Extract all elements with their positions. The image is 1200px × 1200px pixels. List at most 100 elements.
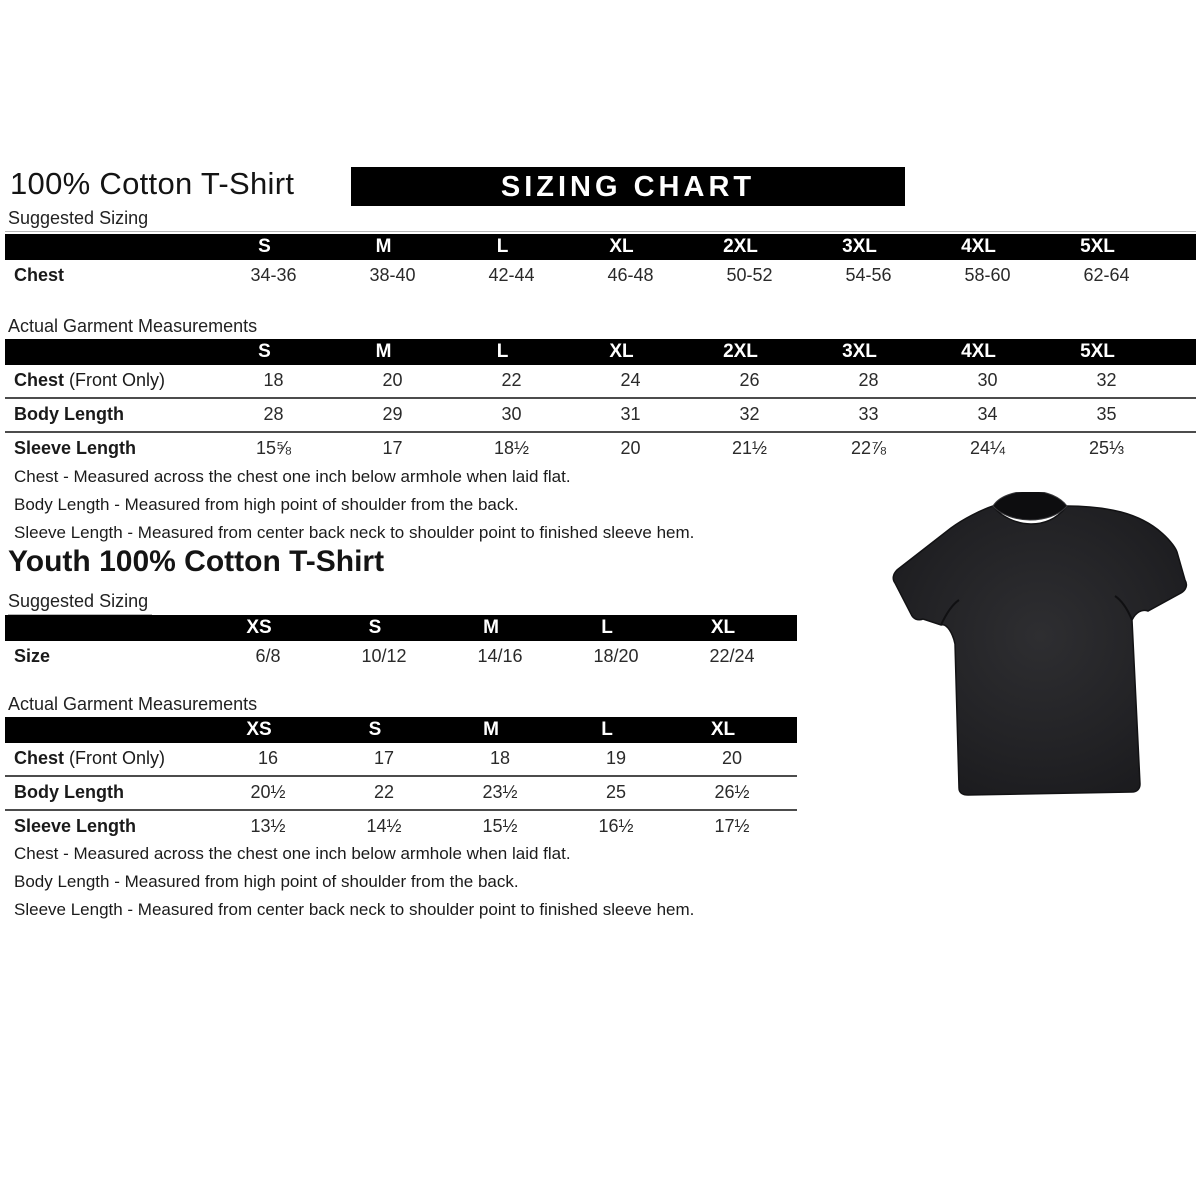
measurement-note: Body Length - Measured from high point o… — [14, 872, 519, 891]
size-column-header: 2XL — [723, 236, 758, 257]
header-label-spacer — [5, 615, 201, 641]
measurement-cell: 16 — [257, 748, 279, 768]
measurement-cell: 21½ — [731, 438, 768, 458]
table-row: Sleeve Length 15⅝ 17 18½ 20 21½ 22⅞ 24¼ 25⅓ — [5, 431, 1196, 465]
row-label: Chest (Front Only) — [14, 748, 166, 768]
size-column-header: 4XL — [961, 341, 996, 362]
table-row: Body Length 20½ 22 23½ 25 26½ — [5, 775, 797, 809]
header-filler — [781, 717, 797, 743]
size-column-header: S — [258, 236, 271, 257]
row-label: Size — [14, 646, 51, 666]
measurement-cell: 23½ — [482, 782, 518, 802]
measurement-cell: 22 — [501, 370, 522, 390]
measurement-note: Body Length - Measured from high point o… — [14, 495, 519, 514]
size-column-header: M — [483, 719, 499, 740]
size-column-header: XS — [246, 719, 272, 740]
youth-measurement-notes: Chest - Measured across the chest one in… — [14, 840, 694, 924]
table-row: Chest (Front Only) 16 17 18 19 20 — [5, 743, 797, 775]
divider-line — [5, 231, 1196, 232]
tshirt-collar — [992, 490, 1068, 521]
measurement-cell: 13½ — [250, 816, 286, 836]
measurement-cell: 15½ — [482, 816, 518, 836]
adult-measurement-notes: Chest - Measured across the chest one in… — [14, 463, 694, 547]
youth-suggested-sizing-label: Suggested Sizing — [8, 591, 153, 615]
row-label: Body Length — [14, 404, 124, 424]
youth-suggested-sizing-table: XS S M L XL Size 6/8 10/12 14/16 18/20 22/24 — [5, 615, 797, 673]
measurement-cell: 34-36 — [250, 265, 297, 285]
size-column-header: 2XL — [723, 341, 758, 362]
size-column-header: XL — [710, 719, 736, 740]
measurement-cell: 18/20 — [593, 646, 639, 666]
table-header-row: S M L XL 2XL 3XL 4XL 5XL — [5, 234, 1196, 260]
measurement-cell: 22/24 — [709, 646, 755, 666]
measurement-cell: 31 — [620, 404, 641, 424]
youth-actual-measurements-table: XS S M L XL Chest (Front Only) 16 17 18 19 20 Body … — [5, 717, 797, 843]
size-column-header: XS — [246, 617, 272, 638]
table-header-row: XS S M L XL — [5, 717, 797, 743]
measurement-cell: 20½ — [250, 782, 286, 802]
adult-actual-measurements-label: Actual Garment Measurements — [8, 316, 258, 336]
measurement-cell: 46-48 — [607, 265, 654, 285]
measurement-cell: 17½ — [714, 816, 750, 836]
size-column-header: 3XL — [842, 236, 877, 257]
measurement-cell: 22 — [373, 782, 395, 802]
header-filler — [1157, 234, 1196, 260]
size-column-header: M — [375, 341, 392, 362]
measurement-cell: 58-60 — [964, 265, 1011, 285]
size-column-header: 5XL — [1080, 236, 1115, 257]
measurement-cell: 38-40 — [369, 265, 416, 285]
size-column-header: 5XL — [1080, 341, 1115, 362]
youth-section-title: Youth 100% Cotton T-Shirt — [8, 545, 385, 578]
adult-suggested-sizing-label: Suggested Sizing — [8, 208, 149, 228]
table-header-row: XS S M L XL — [5, 615, 797, 641]
measurement-cell: 32 — [1096, 370, 1117, 390]
size-column-header: XL — [609, 341, 634, 362]
measurement-cell: 26½ — [714, 782, 750, 802]
row-label: Chest — [14, 265, 65, 285]
measurement-cell: 24 — [620, 370, 641, 390]
measurement-cell: 29 — [382, 404, 403, 424]
header-label-spacer — [5, 339, 205, 365]
header-label-spacer — [5, 234, 205, 260]
black-tshirt-image — [889, 490, 1191, 800]
table-header-row: S M L XL 2XL 3XL 4XL 5XL — [5, 339, 1196, 365]
table-row: Sleeve Length 13½ 14½ 15½ 16½ 17½ — [5, 809, 797, 843]
size-column-header: S — [368, 617, 382, 638]
measurement-cell: 10/12 — [361, 646, 407, 666]
measurement-cell: 26 — [739, 370, 760, 390]
measurement-cell: 25⅓ — [1088, 438, 1125, 458]
header-label-spacer — [5, 717, 201, 743]
size-column-header: L — [496, 236, 509, 257]
measurement-cell: 32 — [739, 404, 760, 424]
size-column-header: 4XL — [961, 236, 996, 257]
size-column-header: S — [368, 719, 382, 740]
size-column-header: 3XL — [842, 341, 877, 362]
adult-section-title: 100% Cotton T-Shirt — [10, 166, 295, 201]
row-label: Chest (Front Only) — [14, 370, 166, 390]
row-label: Sleeve Length — [14, 438, 137, 458]
measurement-cell: 30 — [977, 370, 998, 390]
measurement-cell: 17 — [382, 438, 403, 458]
tshirt-body — [892, 505, 1188, 796]
measurement-cell: 35 — [1096, 404, 1117, 424]
youth-actual-measurements-label: Actual Garment Measurements — [8, 694, 258, 714]
measurement-cell: 18½ — [493, 438, 530, 458]
measurement-cell: 14½ — [366, 816, 402, 836]
table-row: Chest 34-36 38-40 42-44 46-48 50-52 54-56 58-60… — [5, 260, 1196, 292]
measurement-cell: 18 — [263, 370, 284, 390]
size-column-header: L — [601, 719, 613, 740]
row-label: Body Length — [14, 782, 124, 802]
size-column-header: M — [483, 617, 499, 638]
size-column-header: L — [496, 341, 509, 362]
header-filler — [781, 615, 797, 641]
size-column-header: XL — [710, 617, 736, 638]
measurement-cell: 42-44 — [488, 265, 535, 285]
measurement-cell: 20 — [620, 438, 641, 458]
tshirt-photo-svg — [892, 490, 1188, 796]
size-column-header: S — [258, 341, 271, 362]
sizing-chart-banner: SIZING CHART — [351, 167, 905, 206]
measurement-cell: 62-64 — [1083, 265, 1130, 285]
measurement-cell: 15⅝ — [255, 438, 292, 458]
measurement-note: Chest - Measured across the chest one in… — [14, 467, 571, 486]
